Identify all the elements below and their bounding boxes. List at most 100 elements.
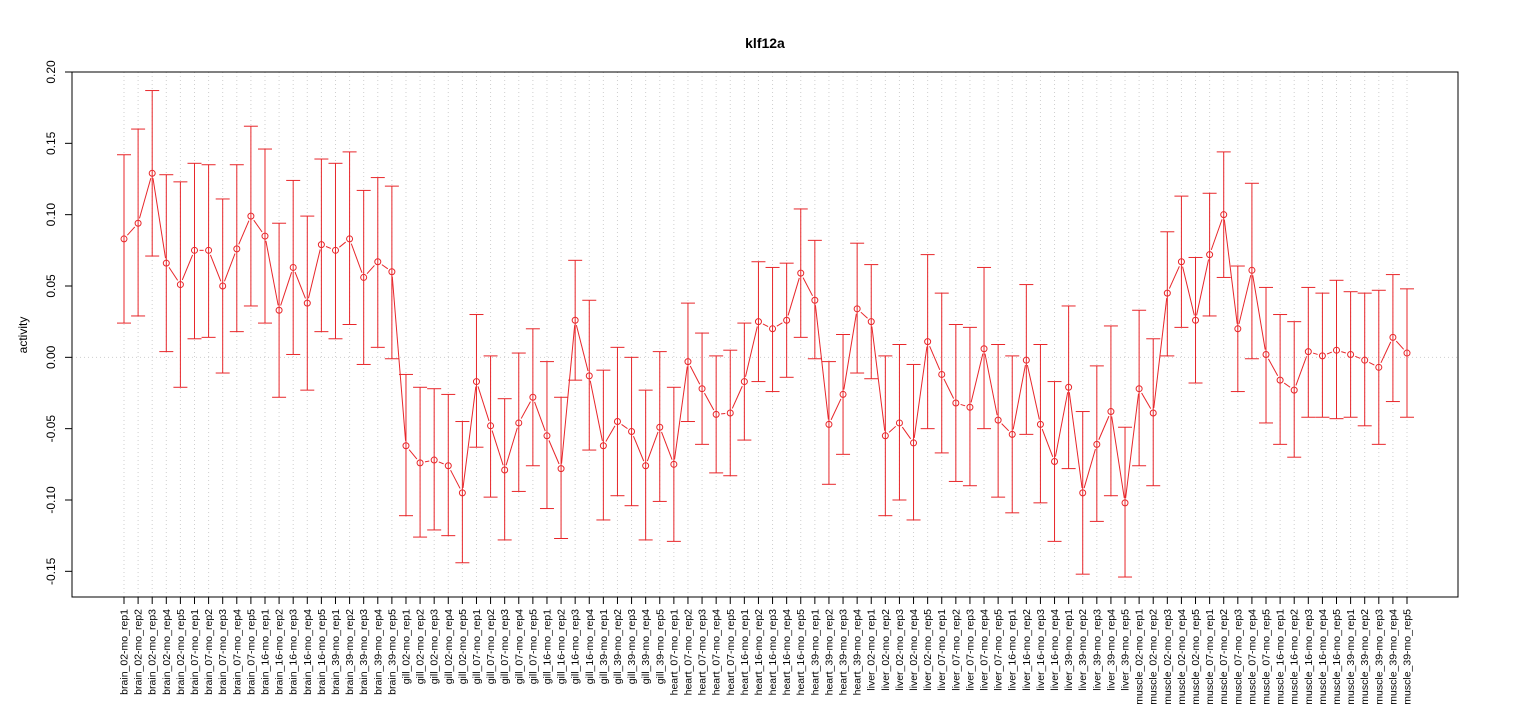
data-point xyxy=(205,246,213,254)
data-point xyxy=(1177,258,1185,266)
x-tick-label: brain_16-mo_rep2 xyxy=(274,609,286,695)
x-tick-label: heart_07-mo_rep5 xyxy=(725,609,737,696)
x-tick-label: brain_16-mo_rep5 xyxy=(316,609,328,695)
x-tick-label: liver_07-mo_rep1 xyxy=(936,609,948,691)
data-point xyxy=(1036,420,1044,428)
data-point xyxy=(1290,386,1298,394)
series-segment xyxy=(1125,393,1140,498)
data-point xyxy=(458,489,466,497)
x-tick-label: liver_02-mo_rep3 xyxy=(894,609,906,691)
data-point xyxy=(1093,440,1101,448)
series-segment xyxy=(1368,361,1375,366)
y-tick-label: 0.15 xyxy=(44,131,58,155)
data-point xyxy=(1135,385,1143,393)
series-segment xyxy=(366,265,375,275)
x-tick-label: liver_07-mo_rep4 xyxy=(979,609,991,691)
x-tick-label: muscle_07-mo_rep5 xyxy=(1261,609,1273,705)
series-segment xyxy=(888,425,897,433)
series-segment xyxy=(238,220,250,245)
series-segment xyxy=(138,177,152,219)
x-tick-label: brain_07-mo_rep2 xyxy=(203,609,215,695)
x-tick-label: muscle_07-mo_rep3 xyxy=(1232,609,1244,705)
x-tick-label: gill_02-mo_rep2 xyxy=(415,609,427,684)
x-tick-label: liver_07-mo_rep3 xyxy=(964,609,976,691)
data-point xyxy=(472,378,480,386)
data-point xyxy=(825,420,833,428)
series-segment xyxy=(1380,341,1392,364)
data-point xyxy=(402,442,410,450)
x-tick-label: brain_39-mo_rep2 xyxy=(344,609,356,695)
y-tick-label: 0.10 xyxy=(44,203,58,227)
x-tick-label: muscle_02-mo_rep2 xyxy=(1148,609,1160,705)
data-point xyxy=(924,338,932,346)
x-tick-label: gill_39-mo_rep3 xyxy=(626,609,638,684)
data-point xyxy=(1347,350,1355,358)
series-segment xyxy=(970,353,984,403)
data-point xyxy=(120,235,128,243)
x-tick-label: brain_02-mo_rep1 xyxy=(119,609,131,695)
x-tick-label: muscle_39-mo_rep3 xyxy=(1373,609,1385,705)
data-point xyxy=(1262,350,1270,358)
y-axis-label: activity xyxy=(16,317,30,354)
series-segment xyxy=(280,272,293,306)
data-point xyxy=(628,428,636,436)
x-tick-label: heart_16-mo_rep5 xyxy=(795,609,807,696)
x-tick-label: gill_39-mo_rep5 xyxy=(654,609,666,684)
data-point xyxy=(289,263,297,271)
series-segment xyxy=(621,424,628,430)
data-point xyxy=(1149,409,1157,417)
error-bars xyxy=(117,90,1414,578)
series-segment xyxy=(168,267,179,281)
data-point xyxy=(1375,363,1383,371)
series-segment xyxy=(534,401,546,432)
x-tick-label: heart_07-mo_rep1 xyxy=(668,609,680,696)
series-segment xyxy=(589,380,603,441)
data-point xyxy=(867,318,875,326)
data-point xyxy=(134,219,142,227)
data-point xyxy=(1333,346,1341,354)
data-point xyxy=(1403,349,1411,357)
x-tick-label: gill_02-mo_rep5 xyxy=(457,609,469,684)
x-tick-label: heart_07-mo_rep4 xyxy=(711,609,723,696)
data-point xyxy=(938,370,946,378)
x-tick-label: heart_16-mo_rep1 xyxy=(739,609,751,696)
series-segment xyxy=(661,431,673,460)
x-tick-label: muscle_16-mo_rep1 xyxy=(1275,609,1287,705)
data-point xyxy=(190,246,198,254)
series-segment xyxy=(1283,382,1291,388)
x-tick-label: brain_02-mo_rep3 xyxy=(147,609,159,695)
x-tick-label: heart_16-mo_rep2 xyxy=(753,609,765,696)
x-tick-label: heart_39-mo_rep4 xyxy=(852,609,864,696)
data-point xyxy=(416,459,424,467)
data-point xyxy=(656,423,664,431)
x-tick-label: liver_02-mo_rep2 xyxy=(880,609,892,691)
data-point xyxy=(374,258,382,266)
data-point xyxy=(980,345,988,353)
series-segment xyxy=(381,264,389,270)
x-tick-label: gill_16-mo_rep2 xyxy=(556,609,568,684)
data-point xyxy=(303,299,311,307)
x-tick-label: heart_16-mo_rep3 xyxy=(767,609,779,696)
data-point xyxy=(670,460,678,468)
series-segment xyxy=(1111,416,1125,498)
data-point xyxy=(1389,333,1397,341)
data-point xyxy=(501,466,509,474)
series-segment xyxy=(871,326,886,431)
x-tick-label: muscle_02-mo_rep1 xyxy=(1134,609,1146,705)
x-tick-label: muscle_16-mo_rep2 xyxy=(1289,609,1301,705)
data-point xyxy=(642,462,650,470)
series-segment xyxy=(1026,364,1040,420)
series-segment xyxy=(1153,298,1168,409)
x-tick-label: brain_39-mo_rep5 xyxy=(386,609,398,695)
x-tick-label: muscle_39-mo_rep1 xyxy=(1345,609,1357,705)
series-segment xyxy=(674,366,688,460)
data-point xyxy=(1304,348,1312,356)
series-segment xyxy=(1341,351,1346,354)
series-segment xyxy=(929,346,941,371)
x-tick-label: gill_16-mo_rep3 xyxy=(570,609,582,684)
chart-title: klf12a xyxy=(745,35,785,51)
data-point xyxy=(360,273,368,281)
x-tick-label: muscle_39-mo_rep2 xyxy=(1359,609,1371,705)
data-point xyxy=(712,410,720,418)
x-tick-label: liver_39-mo_rep2 xyxy=(1077,609,1089,691)
